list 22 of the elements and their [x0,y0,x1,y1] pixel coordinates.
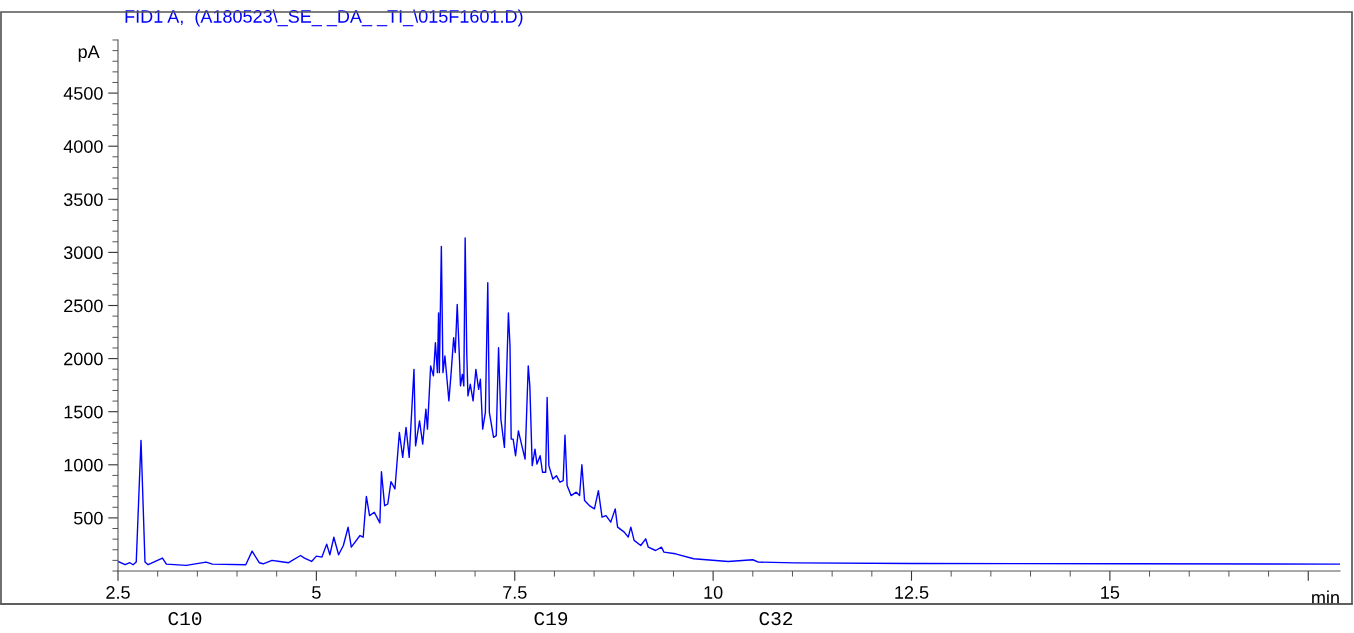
y-axis-title: pA [78,45,100,62]
y-tick-label: 3000 [63,246,103,260]
line-series [118,237,1340,567]
y-tick-label: 1000 [64,458,103,472]
y-tick-label: 4000 [63,140,103,153]
y-tick-label: 3500 [63,193,103,207]
y-tick-label: 4500 [63,87,103,100]
x-tick-label: 12.5 [895,586,929,599]
chart-title: FID1 A, (A180523\_SE_ _DA_ _TI_\015F1601.D) [125,9,523,27]
x-tick-label: 2.5 [106,586,130,599]
x-tick-label: 15 [1101,586,1120,599]
y-tick-label: 500 [74,511,103,525]
x-axis-title: min [1312,590,1339,604]
y-tick-label: 2500 [64,299,103,313]
x-tick-label: 5 [312,586,321,599]
x-tick-label: 10 [704,586,723,599]
text: C19 [534,612,568,626]
x-tick-label: 7.5 [503,586,527,599]
y-tick-label: 1500 [64,405,103,419]
text: C32 [759,612,793,626]
text: C10 [168,612,202,626]
y-tick-label: 2000 [64,352,103,366]
